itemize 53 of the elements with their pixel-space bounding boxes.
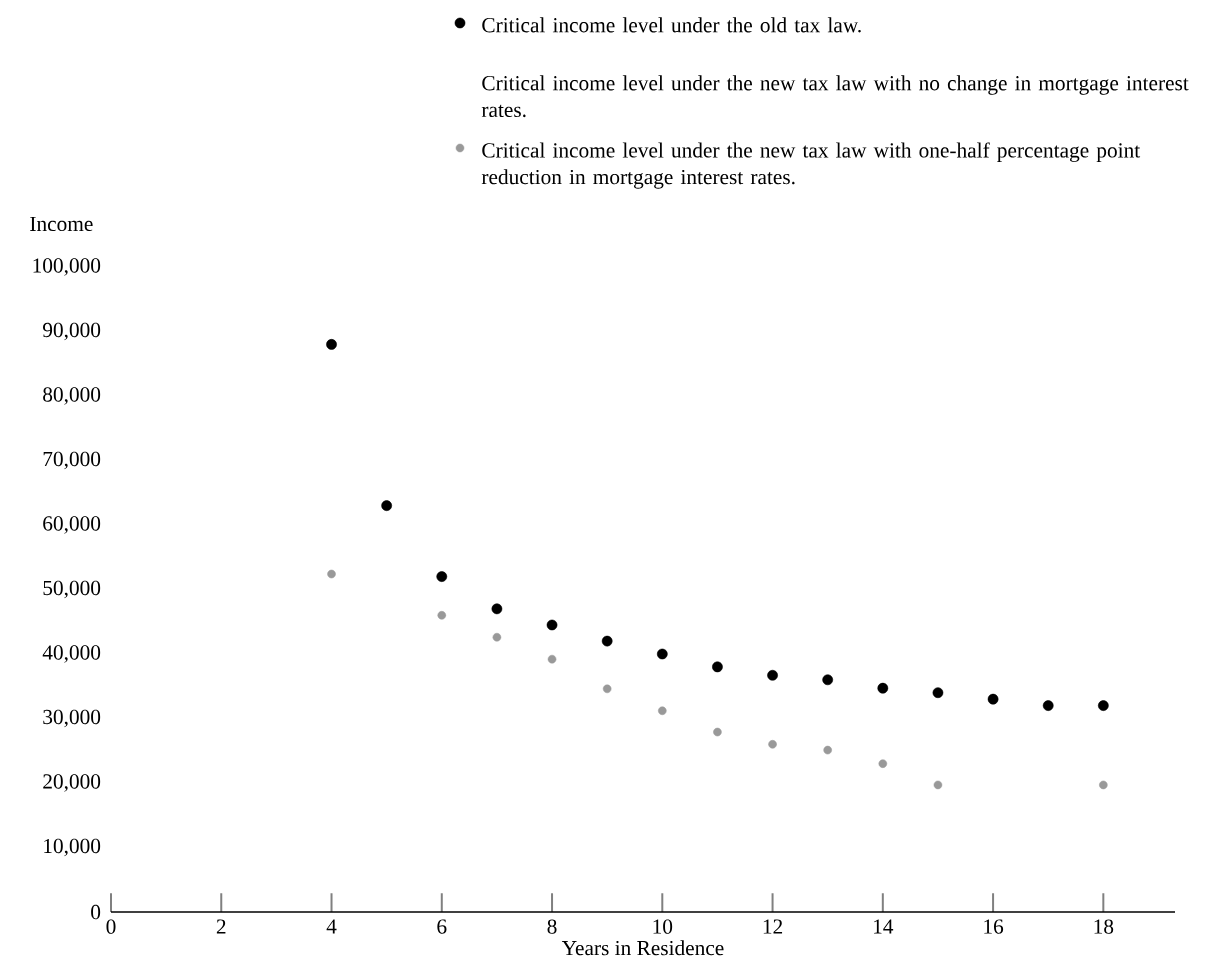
x-tick-label: 2 (216, 919, 226, 934)
point (1098, 700, 1109, 711)
point (381, 500, 392, 511)
x-tick-label: 6 (437, 919, 447, 934)
y-tick-label: 60,000 (43, 516, 101, 534)
point (327, 569, 336, 579)
y-tick-label: 50,000 (43, 580, 101, 599)
x-tick-label: 18 (1094, 919, 1114, 934)
point (932, 687, 944, 699)
point (877, 682, 889, 694)
x-axis-title: Years in Residence (561, 940, 724, 956)
point (933, 780, 943, 790)
y-tick-label: 20,000 (43, 774, 101, 792)
x-tick-label: 4 (326, 919, 337, 934)
point (822, 674, 834, 686)
point (602, 684, 612, 694)
point (767, 669, 778, 681)
point (546, 619, 558, 631)
x-tick-label: 14 (874, 919, 894, 934)
point (491, 603, 503, 615)
y-tick-label: 100,000 (33, 258, 101, 276)
point (823, 745, 832, 755)
point (713, 727, 722, 737)
y-axis-title: Income (30, 216, 93, 232)
point (326, 339, 337, 350)
point (712, 661, 723, 673)
text: Critical income level under the new tax law with no change in mortgage interest rates. (481, 75, 1189, 118)
y-tick-label: 10,000 (44, 838, 101, 857)
point (492, 632, 502, 642)
point (547, 654, 557, 664)
point (768, 740, 777, 749)
y-tick-label: 90,000 (42, 322, 101, 341)
point (437, 611, 447, 620)
point (1099, 780, 1108, 790)
y-tick-label: 40,000 (42, 645, 101, 663)
point (436, 571, 448, 582)
x-tick-label: 12 (763, 919, 783, 934)
point (656, 648, 668, 660)
y-tick-label: 30,000 (43, 709, 101, 728)
x-tick-label: 10 (653, 919, 673, 934)
point (601, 635, 613, 647)
legend-label: Critical income level under the new tax law with one-half percentage point reduction in mortgage interest rates. (481, 142, 1141, 189)
x-tick-label: 8 (547, 919, 557, 934)
y-tick-label: 80,000 (43, 387, 101, 405)
point (1042, 700, 1054, 711)
legend-label: Critical income level under the old tax law. (482, 17, 861, 33)
point (878, 759, 888, 768)
point (658, 706, 667, 716)
point (987, 693, 999, 705)
x-tick-label: 0 (106, 919, 116, 934)
y-tick-label: 0 (91, 904, 101, 920)
y-tick-label: 70,000 (43, 451, 101, 470)
x-tick-label: 16 (984, 919, 1004, 934)
